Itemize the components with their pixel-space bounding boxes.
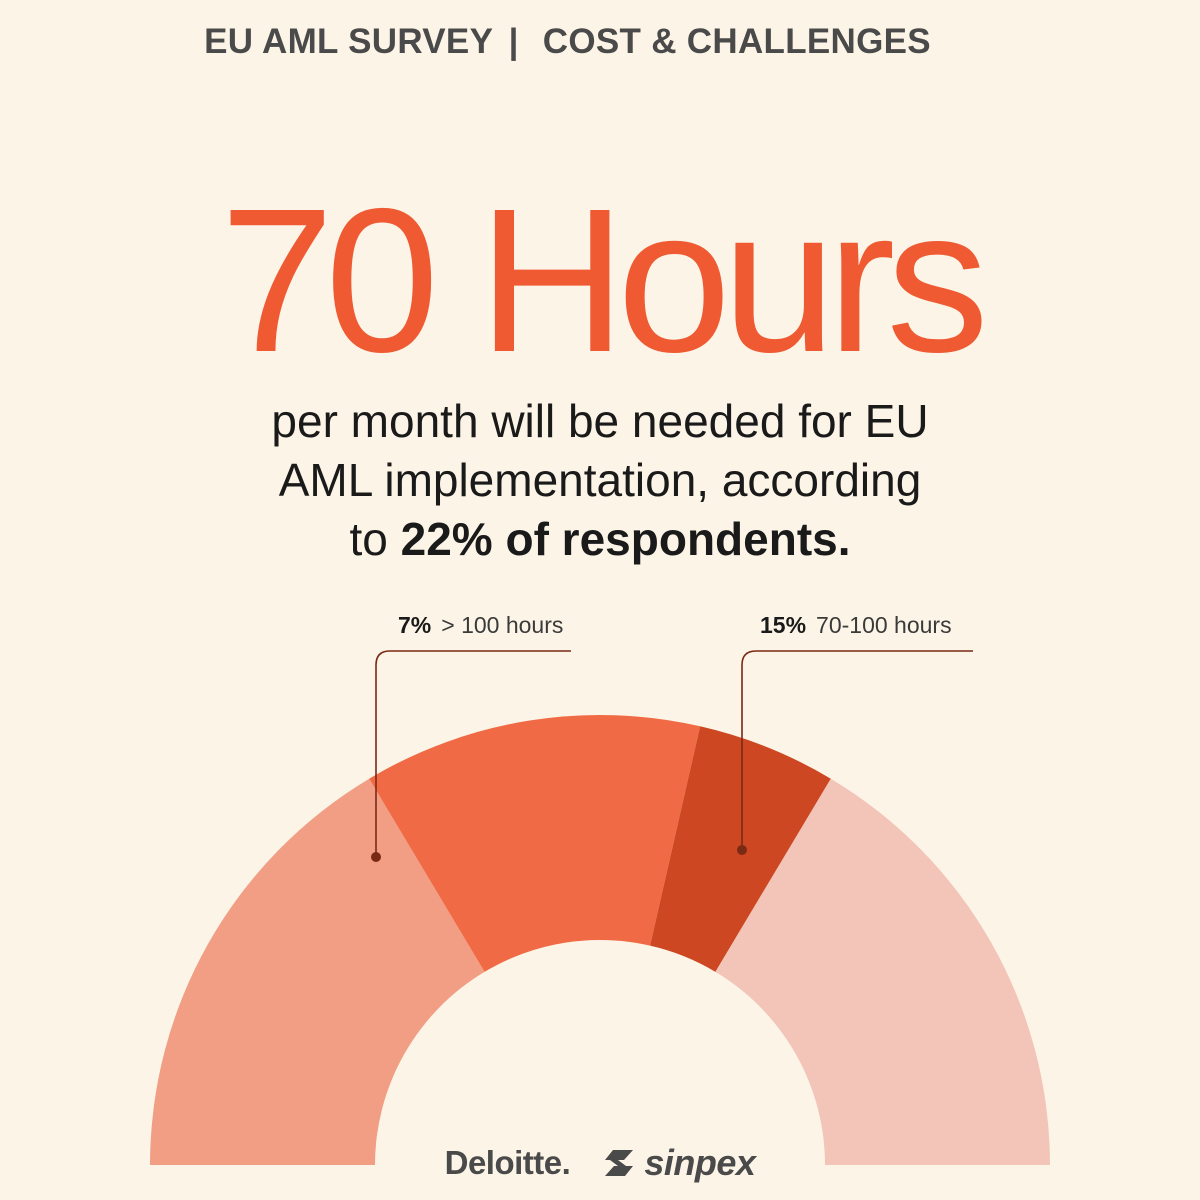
headline-line-3: to 22% of respondents.: [0, 510, 1200, 569]
headline-number: 70 Hours: [220, 166, 989, 395]
callout-dot-1: [371, 852, 381, 862]
callout-pct: 7%: [398, 612, 432, 638]
callout-dot-2: [737, 845, 747, 855]
donut-slice-2: [369, 715, 701, 972]
donut-slices: [150, 715, 1050, 1165]
page-header: EU AML SURVEY | COST & CHALLENGES: [0, 22, 1135, 62]
headline-text: per month will be needed for EU AML impl…: [0, 392, 1200, 569]
sinpex-wordmark: sinpex: [644, 1142, 756, 1183]
callout-label: > 100 hours: [441, 612, 564, 638]
callout-leaders: [371, 650, 973, 862]
donut-slice-4: [715, 778, 1050, 1165]
headline-line-3-highlight: 22% of respondents.: [400, 513, 851, 565]
callout-over-100-hours: 7% > 100 hours: [398, 612, 563, 639]
headline-line-1: per month will be needed for EU: [271, 395, 929, 447]
sinpex-logo: sinpex: [604, 1142, 756, 1184]
donut-slice-1: [150, 778, 485, 1165]
headline-line-3-prefix: to: [349, 513, 401, 565]
headline-line-2: AML implementation, according: [278, 454, 922, 506]
header-section-title: COST & CHALLENGES: [542, 22, 931, 61]
logo-bar: Deloitte. sinpex: [0, 1138, 1200, 1188]
header-separator: |: [508, 22, 519, 61]
sinpex-mark-icon: [605, 1150, 634, 1176]
callout-label: 70-100 hours: [816, 612, 952, 638]
callout-70-100-hours: 15% 70-100 hours: [760, 612, 952, 639]
header-survey-title: EU AML SURVEY: [204, 22, 493, 61]
callout-leader-line-2: [741, 650, 973, 850]
callout-pct: 15%: [760, 612, 807, 638]
deloitte-logo: Deloitte.: [444, 1144, 571, 1181]
callout-leader-line-1: [375, 650, 571, 857]
